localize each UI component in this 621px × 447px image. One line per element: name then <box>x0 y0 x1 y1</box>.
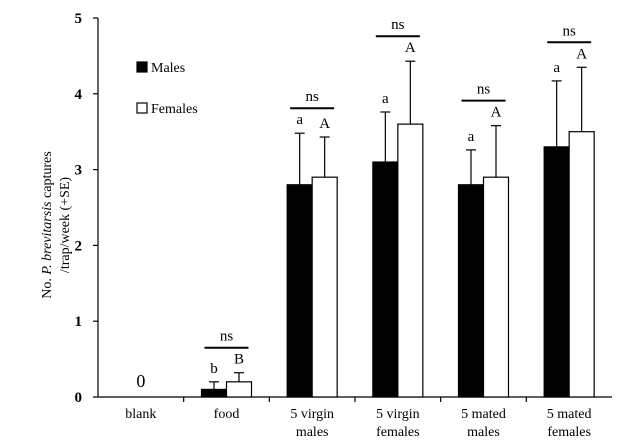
x-tick-label: females <box>547 425 591 440</box>
x-tick-label: males <box>296 425 329 440</box>
bars <box>200 60 595 398</box>
y-axis-title-line2: /trap/week (+SE) <box>58 177 73 273</box>
bar <box>372 161 399 398</box>
significance-letter: b <box>210 361 218 377</box>
bar <box>568 131 595 398</box>
legend-swatch <box>136 102 148 114</box>
ns-label: ns <box>562 23 576 39</box>
x-tick-label: males <box>467 425 500 440</box>
significance-letter: a <box>553 60 560 76</box>
significance-letter: a <box>468 129 475 145</box>
bar <box>311 176 338 398</box>
legend: Males Females <box>136 61 198 117</box>
zero-value-label: 0 <box>136 371 145 391</box>
significance-letter: B <box>234 352 244 368</box>
significance-letter: A <box>405 40 416 56</box>
bar <box>200 388 228 398</box>
significance-letter: a <box>296 112 303 128</box>
y-tick-label: 3 <box>75 163 83 179</box>
y-tick-label: 0 <box>75 390 83 406</box>
y-tick-label: 4 <box>75 87 83 103</box>
x-tick-label: 5 virgin <box>290 407 334 422</box>
axes: 0 1 2 3 4 5 blank food 5 virgin males 5 virgin fema… <box>75 11 612 440</box>
x-tick-label: food <box>214 407 240 422</box>
ns-label: ns <box>477 82 491 98</box>
x-tick-label: 5 mated <box>547 407 592 422</box>
bar <box>482 176 510 398</box>
significance-letter: A <box>576 46 587 62</box>
x-tick-label: females <box>376 425 420 440</box>
y-tick-label: 1 <box>75 314 83 330</box>
significance-letter: A <box>319 116 330 132</box>
significance-letter: a <box>382 91 389 107</box>
x-tick-label: blank <box>125 407 156 422</box>
x-tick-label: 5 mated <box>461 407 506 422</box>
significance-letter: A <box>491 105 502 121</box>
legend-label: Males <box>151 61 185 76</box>
ns-label: ns <box>391 17 405 33</box>
ns-label: ns <box>220 329 234 345</box>
legend-swatch <box>136 61 148 73</box>
legend-label: Females <box>151 102 198 117</box>
x-tick-label: 5 virgin <box>376 407 420 422</box>
y-tick-label: 5 <box>75 11 83 27</box>
bar <box>286 184 313 398</box>
bar <box>225 381 253 398</box>
y-tick-label: 2 <box>75 238 83 254</box>
ns-label: ns <box>305 89 319 105</box>
y-axis-title-line1: No. P. brevitarsis captures <box>40 151 55 298</box>
bar <box>397 123 424 398</box>
y-axis-title: No. P. brevitarsis captures /trap/week (… <box>40 151 73 298</box>
bar <box>457 184 485 398</box>
bar <box>543 146 570 398</box>
